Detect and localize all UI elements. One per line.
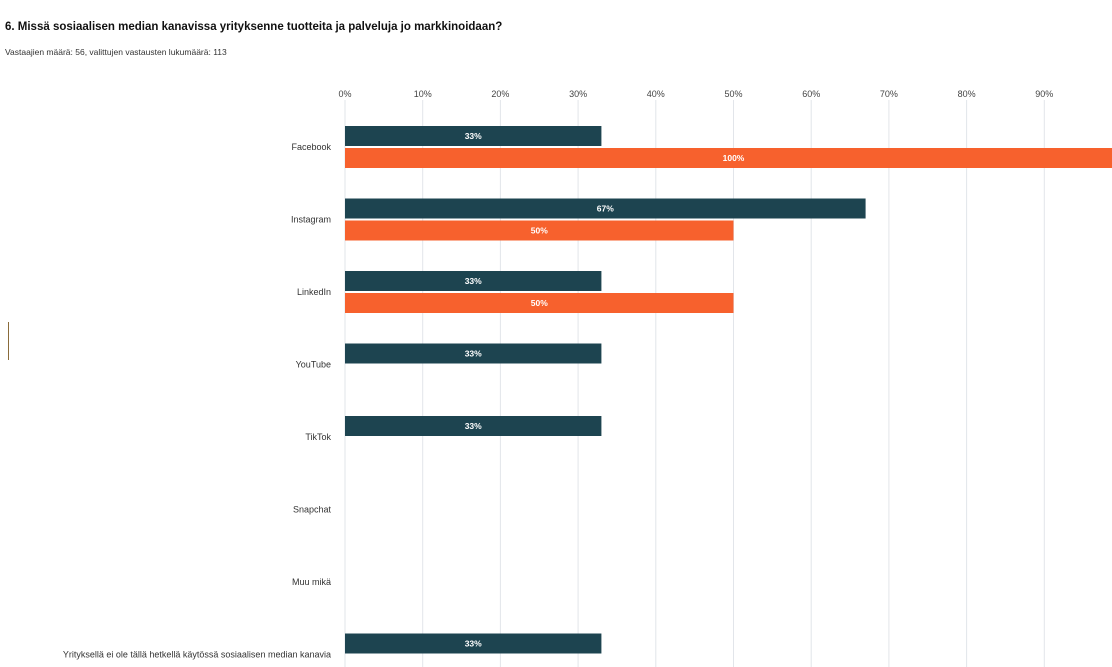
bar (345, 633, 602, 654)
bar (345, 220, 734, 241)
x-tick-label: 60% (802, 89, 820, 99)
bar (345, 126, 602, 146)
bar (345, 148, 1112, 168)
x-tick-label: 40% (647, 89, 665, 99)
x-tick-label: 50% (724, 89, 742, 99)
x-tick-label: 30% (569, 89, 587, 99)
chart-title: 6. Missä sosiaalisen median kanavissa yr… (5, 21, 503, 33)
bar-value-label: 50% (531, 226, 548, 236)
bar-value-label: 33% (465, 276, 482, 286)
bar-value-label: 33% (465, 349, 482, 359)
category-label: Muu mikä (292, 577, 331, 587)
bar (345, 271, 602, 291)
bar-value-label: 50% (531, 298, 548, 308)
bar (345, 198, 866, 219)
x-tick-label: 80% (958, 89, 976, 99)
category-label: Snapchat (293, 505, 332, 515)
chart-subtitle: Vastaajien määrä: 56, valittujen vastaus… (5, 47, 227, 57)
x-tick-label: 10% (414, 89, 432, 99)
bar (345, 416, 602, 436)
category-label: Yrityksellä ei ole tällä hetkellä käytös… (63, 650, 331, 660)
bar-value-label: 100% (723, 153, 745, 163)
bar-value-label: 33% (465, 421, 482, 431)
bar-value-label: 67% (597, 204, 614, 214)
x-tick-label: 0% (338, 89, 351, 99)
bar-value-label: 33% (465, 131, 482, 141)
category-label: LinkedIn (297, 287, 331, 297)
x-tick-label: 20% (491, 89, 509, 99)
x-tick-label: 90% (1035, 89, 1053, 99)
bar-value-label: 33% (465, 639, 482, 649)
category-label: Instagram (291, 215, 331, 225)
category-label: YouTube (296, 360, 331, 370)
edge-marker (8, 322, 9, 360)
x-tick-label: 70% (880, 89, 898, 99)
category-label: Facebook (291, 142, 331, 152)
bar (345, 343, 602, 364)
bar (345, 293, 734, 313)
category-label: TikTok (305, 432, 331, 442)
